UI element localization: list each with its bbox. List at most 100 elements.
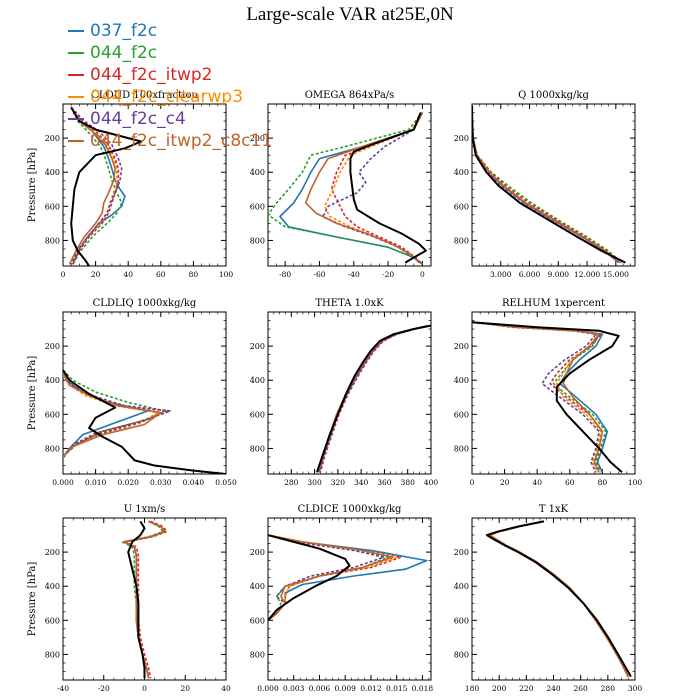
x-tick-label: -20 [382,270,394,279]
panel-title: CLDLIQ 1000xkg/kg [93,298,197,309]
chart-panel: RELHUM 1xpercent 200 400 600 800 0 20 40 60 80 100 [454,298,643,487]
series-line [70,106,143,266]
series-line [488,520,629,677]
panel-title: RELHUM 1xpercent [502,298,605,309]
legend-label: 044_f2c_clearwp3 [90,87,244,107]
x-tick-label: 12.000 [574,270,600,279]
legend-label: 037_f2c [90,21,158,41]
series-line [63,373,162,458]
x-tick-label: 280 [284,478,299,487]
chart-panel: T 1xK 200 400 600 800 180 200 220 240 260 280 300 [454,504,643,693]
x-tick-label: 3.000 [490,270,512,279]
x-tick-label: 380 [401,478,416,487]
x-tick-label: 340 [354,478,369,487]
panel-title: OMEGA 864xPa/s [305,90,395,101]
series-line [472,105,621,264]
x-tick-label: 200 [492,684,507,693]
plot-frame [267,517,432,681]
panel-title: THETA 1.0xK [315,298,384,309]
series-line [268,534,394,621]
series-line [472,105,621,264]
y-tick-label: 400 [454,582,469,591]
x-tick-label: 0.020 [117,478,139,487]
legend-label: 044_f2c_c4 [90,109,186,129]
y-tick-label: 600 [454,616,469,625]
y-tick-label: 800 [454,236,469,245]
series-line [63,372,169,458]
y-tick-label: 800 [454,650,469,659]
x-tick-label: 40 [532,478,542,487]
plot-frame [471,311,636,475]
y-tick-label: 200 [250,548,265,557]
legend-swatch [68,52,84,54]
y-tick-label: 400 [250,168,265,177]
y-tick-label: 600 [250,202,265,211]
x-tick-label: 0 [61,270,66,279]
series-line [472,321,609,473]
x-tick-label: 40 [221,684,231,693]
legend-swatch [68,140,84,142]
y-tick-label: 800 [45,236,60,245]
y-tick-label: 600 [454,410,469,419]
x-tick-label: 6.000 [519,270,541,279]
x-tick-label: 0.000 [52,478,74,487]
y-tick-label: 200 [250,342,265,351]
x-tick-label: 360 [377,478,392,487]
y-tick-label: 600 [45,202,60,211]
series-line [472,105,620,264]
series-line [68,106,116,265]
y-tick-label: 600 [250,616,265,625]
series-line [488,520,629,677]
y-tick-label: 400 [45,168,60,177]
panel-title: CLDICE 1000xkg/kg [298,504,402,515]
legend-item: 044_f2c_itwp2_c8c11 [68,130,272,152]
x-tick-label: 15.000 [603,270,629,279]
chart-panel: THETA 1.0xK 200 400 600 800 280 300 320 340 360 38… [250,298,439,487]
x-tick-label: 0.006 [309,684,331,693]
x-tick-label: -40 [348,270,360,279]
y-tick-label: 400 [45,376,60,385]
series-line [488,520,629,677]
x-tick-label: 0 [420,270,425,279]
series-line [315,324,431,473]
series-line [127,520,146,679]
x-tick-label: 240 [546,684,561,693]
y-tick-label: 400 [250,376,265,385]
x-tick-label: 320 [331,478,346,487]
y-tick-label: 400 [250,582,265,591]
y-tick-label: 200 [454,342,469,351]
x-tick-label: 0.003 [283,684,305,693]
series-line [125,520,168,679]
series-line [268,534,351,621]
chart-panel: Q 1000xkg/kg 200 400 600 800 3.000 6.000 9.000 1… [454,90,636,279]
y-tick-label: 400 [454,168,469,177]
x-tick-label: 100 [219,270,234,279]
chart-panel: OMEGA 864xPa/s 200 400 600 800 -80 -60 -40 -20 0 [250,90,432,279]
series-line [488,520,629,677]
plot-frame [471,103,636,267]
x-tick-label: 180 [465,684,480,693]
y-axis-label: Pressure [hPa] [27,356,38,431]
y-tick-label: 200 [45,342,60,351]
panel-title: Q 1000xkg/kg [518,90,589,101]
series-line [472,321,602,473]
y-tick-label: 800 [45,650,60,659]
series-line [63,372,172,458]
legend-swatch [68,74,84,76]
chart-panel: CLDLIQ 1000xkg/kg Pressure [hPa] 200 400 600… [27,298,237,487]
x-tick-label: 0.000 [257,684,279,693]
y-tick-label: 600 [45,410,60,419]
legend-swatch [68,96,84,98]
y-tick-label: 800 [250,650,265,659]
y-axis-label: Pressure [hPa] [27,148,38,223]
series-line [472,105,620,264]
series-line [279,112,424,265]
y-tick-label: 200 [454,134,469,143]
series-line [472,321,623,474]
series-line [70,106,123,265]
series-line [322,112,424,265]
legend-label: 044_f2c_itwp2_c8c11 [90,131,273,151]
plot-frame [471,517,636,681]
